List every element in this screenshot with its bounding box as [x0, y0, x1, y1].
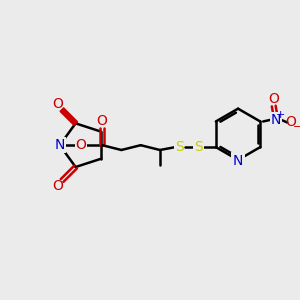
- Text: O: O: [286, 116, 296, 129]
- Text: O: O: [76, 138, 86, 152]
- Text: O: O: [52, 97, 63, 111]
- Text: N: N: [271, 112, 281, 127]
- Text: −: −: [293, 122, 300, 132]
- Text: N: N: [55, 138, 65, 152]
- Text: S: S: [175, 140, 184, 154]
- Text: O: O: [268, 92, 279, 106]
- Text: O: O: [52, 179, 63, 193]
- Text: N: N: [233, 154, 243, 168]
- Text: O: O: [97, 114, 108, 128]
- Text: S: S: [194, 140, 203, 154]
- Text: +: +: [276, 110, 285, 120]
